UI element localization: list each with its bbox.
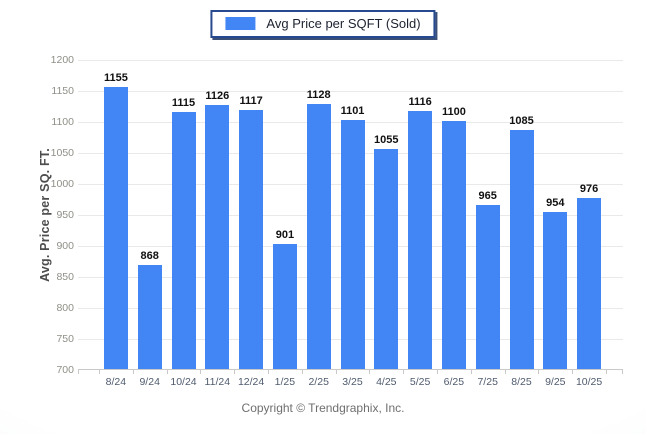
x-axis-tick	[470, 370, 472, 374]
bar-value-label: 1117	[239, 95, 263, 107]
y-tick-label: 800	[56, 301, 74, 314]
x-tick-label: 1/25	[274, 376, 296, 388]
x-axis-tick	[234, 370, 236, 374]
y-tick-label: 1100	[51, 115, 74, 128]
x-axis-tick	[99, 370, 100, 374]
legend-label: Avg Price per SQFT (Sold)	[266, 16, 421, 31]
y-tick-label: 750	[56, 332, 74, 345]
x-axis-tick	[538, 370, 540, 374]
x-axis-tick	[78, 370, 79, 374]
gridline	[78, 91, 623, 92]
bar	[306, 104, 331, 369]
bar	[272, 244, 297, 369]
x-axis-tick	[268, 370, 269, 374]
bar	[408, 111, 433, 369]
x-tick-label: 9/25	[545, 376, 566, 388]
x-axis-tick	[606, 370, 607, 374]
bar	[205, 105, 230, 369]
plot-area: 1155 868 1115 1126 1117 901 1128 1101 1055 1116 11…	[78, 60, 623, 374]
x-axis-tick	[200, 370, 202, 374]
bar-value-label: 954	[546, 197, 565, 209]
y-tick-label: 950	[56, 208, 74, 221]
x-tick-label: 5/25	[409, 376, 431, 388]
bar-value-label: 976	[579, 183, 599, 195]
bar-value-label: 901	[275, 229, 295, 241]
bar-value-label: 965	[478, 190, 497, 202]
x-tick-label: 4/25	[376, 376, 397, 388]
x-tick-label: 8/24	[105, 376, 127, 388]
bar	[509, 130, 534, 369]
legend: Avg Price per SQFT (Sold)	[210, 10, 436, 38]
y-tick-label: 1200	[50, 53, 74, 66]
x-tick-label: 11/24	[204, 376, 231, 388]
bar	[103, 87, 128, 369]
x-axis-tick	[572, 370, 574, 374]
bar	[543, 212, 568, 369]
bar-value-label: 1116	[408, 96, 432, 108]
y-tick-label: 1150	[51, 84, 74, 97]
bar	[441, 121, 466, 369]
x-axis-tick	[166, 370, 168, 374]
gridline	[78, 60, 623, 61]
bar-value-label: 1100	[441, 106, 466, 118]
y-tick-label: 900	[56, 239, 74, 252]
x-tick-label: 10/25	[575, 376, 603, 388]
bar	[475, 205, 500, 369]
x-axis-tick	[301, 370, 303, 374]
x-axis-tick	[132, 370, 134, 374]
bar	[577, 198, 602, 369]
bar-value-label: 1155	[103, 72, 128, 84]
bar-value-label: 1085	[509, 115, 534, 127]
x-tick-label: 9/24	[139, 376, 160, 388]
bar-value-label: 1101	[340, 105, 365, 117]
bar	[374, 149, 399, 369]
bar-value-label: 1128	[306, 89, 331, 101]
y-tick-label: 700	[56, 363, 74, 376]
x-axis-tick	[403, 370, 405, 374]
y-tick-label: 1050	[50, 146, 74, 159]
x-tick-label: 2/25	[308, 376, 329, 388]
bar-value-label: 868	[140, 250, 159, 262]
bar-value-label: 1115	[171, 97, 196, 109]
x-tick-label: 10/24	[170, 376, 197, 388]
x-tick-label: 6/25	[443, 376, 465, 388]
x-tick-label: 12/24	[237, 376, 265, 388]
copyright-text: Copyright © Trendgraphix, Inc.	[241, 401, 405, 415]
bar	[171, 112, 196, 369]
x-tick-label: 8/25	[511, 376, 532, 388]
bar	[137, 265, 162, 369]
x-tick-label: 3/25	[342, 376, 363, 388]
bar-value-label: 1055	[374, 134, 399, 146]
x-axis-tick	[369, 370, 371, 374]
bar	[340, 120, 365, 369]
bar	[239, 110, 264, 369]
x-tick-label: 7/25	[477, 376, 498, 388]
bar-value-label: 1126	[205, 90, 230, 102]
y-tick-label: 850	[56, 270, 74, 283]
x-axis-tick	[437, 370, 438, 374]
y-tick-label: 1000	[50, 177, 74, 190]
x-axis-tick	[622, 370, 623, 374]
x-axis-tick	[335, 370, 337, 374]
x-axis-tick	[504, 370, 506, 374]
legend-swatch-icon	[225, 17, 256, 30]
